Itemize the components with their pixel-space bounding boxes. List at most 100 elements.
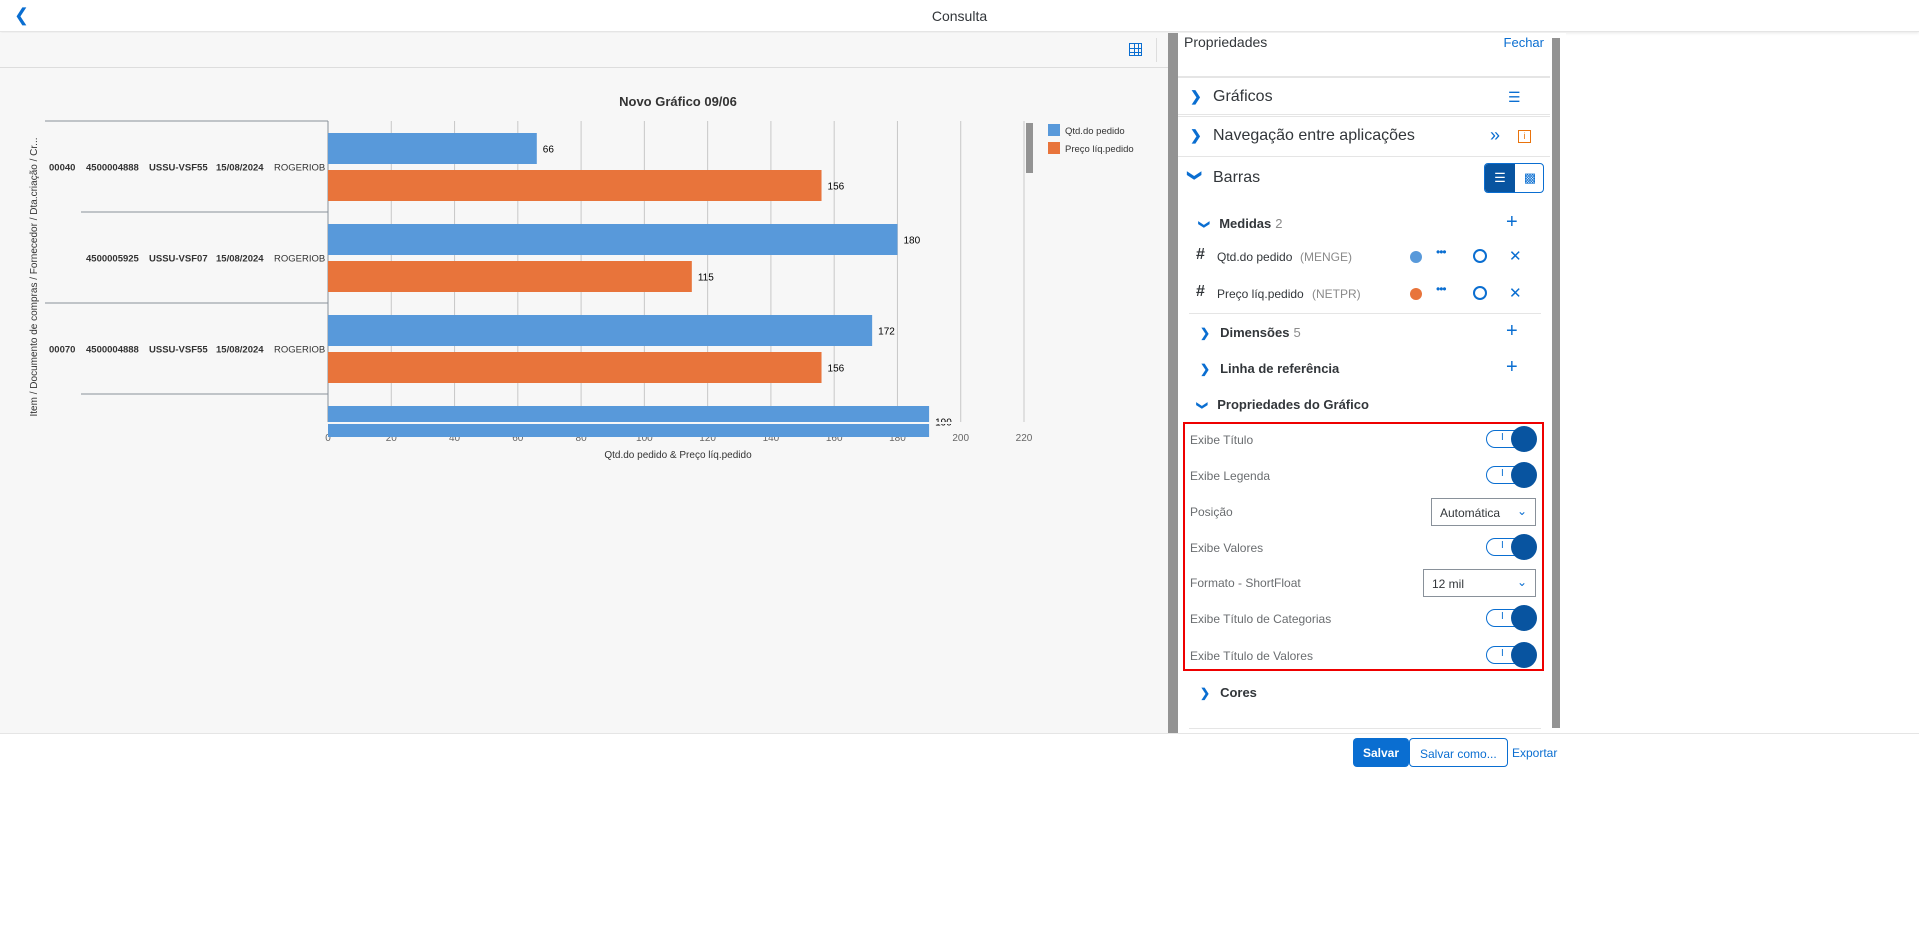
section-label: Navegação entre aplicações xyxy=(1213,127,1415,144)
medidas-header[interactable]: ❯ Medidas 2 xyxy=(1198,216,1283,231)
toggle-on-mark: I xyxy=(1501,432,1504,443)
x-tick-label: 0 xyxy=(325,433,331,444)
linha-referencia-header[interactable]: ❯ Linha de referência xyxy=(1200,361,1340,376)
table-view-icon[interactable] xyxy=(1129,43,1142,56)
category-label: 15/08/2024 xyxy=(216,163,264,174)
dimensoes-header[interactable]: ❯ Dimensões 5 xyxy=(1200,325,1301,340)
x-tick-label: 100 xyxy=(636,433,653,444)
propriedades-grafico-header[interactable]: ❯ Propriedades do Gráfico xyxy=(1196,397,1369,412)
chevron-right-icon: ❯ xyxy=(1190,127,1202,143)
horizontal-bar-chart-icon[interactable]: ☰ xyxy=(1508,89,1521,105)
data-label: 156 xyxy=(828,364,845,375)
save-as-button[interactable]: Salvar como... xyxy=(1409,738,1508,767)
bar-qtd-do-pedido xyxy=(328,224,898,255)
section-navegacao[interactable]: ❯ Navegação entre aplicações » i xyxy=(1178,117,1550,157)
back-chevron-left-icon[interactable]: ❮ xyxy=(14,5,30,25)
save-button[interactable]: Salvar xyxy=(1353,738,1410,767)
target-icon[interactable] xyxy=(1473,286,1487,300)
panel-splitter[interactable] xyxy=(1168,33,1178,733)
export-button[interactable]: Exportar xyxy=(1512,746,1558,760)
toggle-on-mark: I xyxy=(1501,540,1504,551)
add-reference-line-button[interactable]: + xyxy=(1506,356,1518,378)
chevron-down-icon: ❯ xyxy=(1187,169,1204,182)
category-label: 15/08/2024 xyxy=(216,254,264,265)
toggle-on-mark: I xyxy=(1501,611,1504,622)
exibe-valores-toggle[interactable]: I xyxy=(1486,534,1537,560)
legend-swatch xyxy=(1048,142,1060,154)
posicao-label: Posição xyxy=(1190,505,1233,519)
section-graficos[interactable]: ❯ Gráficos ☰ xyxy=(1178,77,1550,117)
category-label: 4500005925 xyxy=(86,254,140,265)
exibe-legenda-toggle[interactable]: I xyxy=(1486,462,1537,488)
section-label: Gráficos xyxy=(1213,88,1273,105)
section-barras[interactable]: ❯ Barras xyxy=(1178,157,1550,197)
legend-swatch xyxy=(1048,124,1060,136)
category-label: 00040 xyxy=(49,163,75,174)
color-dot-icon[interactable] xyxy=(1410,288,1422,300)
exibe-titulo-val-label: Exibe Título de Valores xyxy=(1190,649,1313,663)
remove-icon[interactable]: ✕ xyxy=(1509,248,1522,265)
category-label: ROGERIOB xyxy=(274,163,325,174)
vertical-bars-icon[interactable]: ▩ xyxy=(1523,170,1537,185)
dimensoes-label: Dimensões xyxy=(1220,325,1290,340)
add-measure-button[interactable]: + xyxy=(1506,211,1518,233)
bar-pre-o-l-q-pedido xyxy=(328,261,692,292)
footer: Salvar Salvar como... Exportar xyxy=(0,733,1919,770)
exibe-titulo-label: Exibe Título xyxy=(1190,433,1254,447)
formato-select[interactable]: 12 mil ⌄ xyxy=(1423,569,1536,597)
toggle-on-mark: I xyxy=(1501,468,1504,479)
panel-scrollbar[interactable] xyxy=(1550,33,1566,733)
y-axis-title: Item / Documento de compras / Fornecedor… xyxy=(29,138,40,417)
measure-name: Qtd.do pedido xyxy=(1217,250,1293,264)
selected-value: 12 mil xyxy=(1432,577,1465,591)
x-tick-label: 220 xyxy=(1016,433,1033,444)
close-link[interactable]: Fechar xyxy=(1503,35,1544,50)
linha-referencia-label: Linha de referência xyxy=(1220,361,1340,376)
propriedades-grafico-label: Propriedades do Gráfico xyxy=(1217,397,1369,412)
bar-qtd-do-pedido xyxy=(328,315,873,346)
chevron-down-icon: ⌄ xyxy=(1516,575,1527,589)
hash-icon: # xyxy=(1196,283,1205,300)
add-dimension-button[interactable]: + xyxy=(1506,320,1518,342)
x-tick-label: 20 xyxy=(386,433,398,444)
more-icon[interactable]: ••• xyxy=(1436,282,1447,296)
measure-tech-name: (NETPR) xyxy=(1312,287,1361,301)
legend-label: Qtd.do pedido xyxy=(1065,126,1125,137)
category-label: USSU-VSF07 xyxy=(149,254,208,265)
measure-item[interactable]: # Preço líq.pedido (NETPR) ••• ✕ xyxy=(1196,282,1536,305)
exibe-titulo-val-toggle[interactable]: I xyxy=(1486,642,1537,668)
measure-tech-name: (MENGE) xyxy=(1300,250,1352,264)
exibe-titulo-toggle[interactable]: I xyxy=(1486,426,1537,452)
bar-pre-o-l-q-pedido xyxy=(328,170,822,201)
formato-label: Formato - ShortFloat xyxy=(1190,576,1301,590)
info-warning-icon[interactable]: i xyxy=(1518,130,1531,143)
x-tick-label: 200 xyxy=(952,433,969,444)
legend-scrollbar xyxy=(1026,123,1033,173)
exibe-titulo-cat-toggle[interactable]: I xyxy=(1486,605,1537,631)
measure-item[interactable]: # Qtd.do pedido (MENGE) ••• ✕ xyxy=(1196,245,1536,268)
x-tick-label: 80 xyxy=(576,433,588,444)
hash-icon: # xyxy=(1196,246,1205,263)
more-icon[interactable]: ••• xyxy=(1436,245,1447,259)
exibe-titulo-cat-label: Exibe Título de Categorias xyxy=(1190,612,1332,626)
chart-title: Novo Gráfico 09/06 xyxy=(619,94,737,109)
dimensoes-count: 5 xyxy=(1293,325,1301,340)
data-label: 156 xyxy=(828,182,845,193)
color-dot-icon[interactable] xyxy=(1410,251,1422,263)
posicao-select[interactable]: Automática ⌄ xyxy=(1431,498,1536,526)
section-graficos[interactable] xyxy=(1178,76,1550,115)
horizontal-bars-icon[interactable]: ☰ xyxy=(1485,164,1515,192)
panel-title: Propriedades xyxy=(1184,34,1268,50)
remove-icon[interactable]: ✕ xyxy=(1509,285,1522,302)
chart-toolbar xyxy=(0,33,1168,68)
orientation-toggle[interactable]: ☰ ▩ xyxy=(1484,163,1544,193)
clip-mask xyxy=(0,422,1168,424)
x-tick-label: 40 xyxy=(449,433,461,444)
exibe-legenda-label: Exibe Legenda xyxy=(1190,469,1271,483)
cores-header[interactable]: ❯ Cores xyxy=(1200,685,1257,700)
double-chevron-right-icon[interactable]: » xyxy=(1490,125,1501,145)
target-icon[interactable] xyxy=(1473,249,1487,263)
x-tick-label: 140 xyxy=(763,433,780,444)
x-axis-title: Qtd.do pedido & Preço líq.pedido xyxy=(604,450,752,461)
x-tick-label: 180 xyxy=(889,433,906,444)
